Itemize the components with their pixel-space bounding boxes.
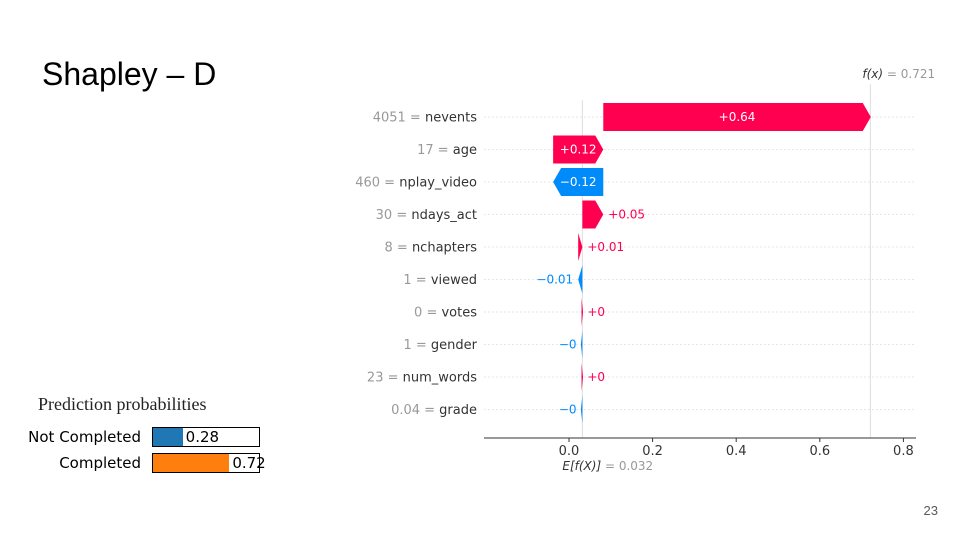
prediction-label-completed: Completed	[59, 454, 141, 472]
shap-bar-nevents	[603, 103, 871, 131]
prediction-label-not-completed: Not Completed	[28, 428, 141, 446]
feature-label-grade: 0.04 = grade	[391, 403, 477, 418]
prediction-probabilities-title: Prediction probabilities	[38, 394, 207, 414]
shap-bar-age	[553, 135, 604, 164]
x-tick-label: 0.6	[809, 444, 830, 459]
shap-bar-votes	[581, 298, 584, 326]
feature-label-num_words: 23 = num_words	[367, 371, 477, 386]
shap-value-label-num_words: +0	[587, 370, 605, 384]
feature-label-gender: 1 = gender	[403, 338, 477, 353]
feature-label-nchapters: 8 = nchapters	[385, 241, 478, 256]
shap-value-label-grade: −0	[559, 403, 577, 417]
feature-label-votes: 0 = votes	[414, 306, 477, 321]
prediction-value-completed: 0.72	[232, 454, 266, 472]
shap-value-label-viewed: −0.01	[536, 273, 573, 287]
x-tick-label: 0.8	[893, 444, 914, 459]
shap-bar-grade	[580, 395, 583, 424]
prediction-bar-frame	[152, 427, 260, 447]
feature-label-viewed: 1 = viewed	[403, 273, 477, 288]
prediction-bar-completed	[153, 454, 230, 472]
shap-value-label-ndays_act: +0.05	[608, 208, 645, 222]
shap-bar-gender	[580, 330, 583, 359]
shap-bar-ndays_act	[582, 200, 604, 229]
prediction-row-completed: Completed 0.72	[0, 453, 960, 473]
shap-value-label-nevents: +0.64	[719, 110, 756, 124]
shap-value-label-age: +0.12	[560, 143, 597, 157]
x-tick-label: 0.4	[726, 444, 747, 459]
shap-value-label-nchapters: +0.01	[587, 240, 624, 254]
shap-bar-nplay_video	[553, 168, 604, 196]
shap-bar-nchapters	[578, 233, 583, 261]
shap-value-label-gender: −0	[559, 338, 577, 352]
shap-value-label-votes: +0	[587, 305, 605, 319]
prediction-bar-frame	[152, 453, 260, 473]
x-tick-label: 0.2	[642, 444, 663, 459]
feature-label-age: 17 = age	[417, 143, 477, 158]
prediction-row-not-completed: Not Completed 0.28	[0, 427, 960, 447]
base-value-annotation: E[f(X)] = 0.032	[562, 459, 653, 473]
fx-annotation: f(x) = 0.721	[862, 67, 935, 81]
feature-label-nevents: 4051 = nevents	[373, 111, 478, 126]
feature-label-nplay_video: 460 = nplay_video	[355, 176, 477, 191]
prediction-value-not-completed: 0.28	[185, 428, 220, 446]
x-tick-label: 0.0	[559, 444, 580, 459]
page-number: 23	[923, 503, 938, 518]
shap-bar-viewed	[578, 265, 583, 294]
feature-label-ndays_act: 30 = ndays_act	[376, 208, 477, 223]
prediction-bar-not-completed	[153, 428, 183, 446]
slide-title: Shapley – D	[42, 56, 217, 92]
shap-bar-num_words	[581, 363, 584, 391]
shap-value-label-nplay_video: −0.12	[560, 175, 597, 189]
